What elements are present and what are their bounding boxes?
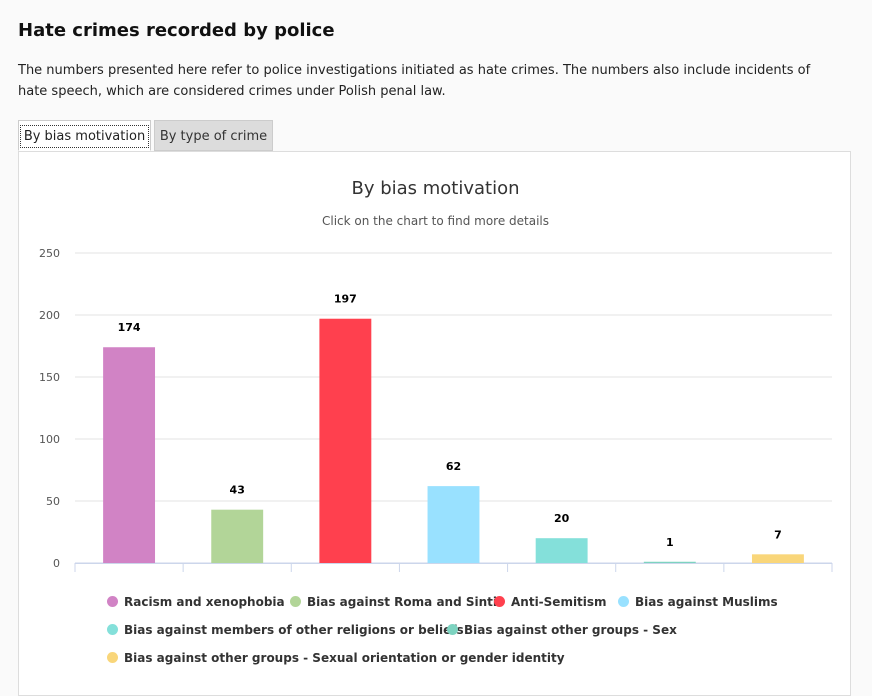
legend-marker	[447, 624, 458, 635]
y-tick-label: 0	[53, 557, 60, 570]
legend-label: Racism and xenophobia	[124, 595, 285, 609]
legend-label: Anti-Semitism	[511, 595, 607, 609]
chart-panel: By bias motivation Click on the chart to…	[18, 151, 851, 696]
y-tick-label: 50	[46, 495, 60, 508]
legend-marker	[290, 596, 301, 607]
data-label: 197	[334, 293, 357, 306]
tab-label: By type of crime	[159, 129, 268, 144]
chart-subtitle: Click on the chart to find more details	[321, 214, 550, 228]
tab-label: By bias motivation	[19, 125, 150, 148]
legend-label: Bias against Roma and Sinti	[307, 595, 497, 609]
bar[interactable]	[427, 486, 480, 563]
legend-item[interactable]: Bias against other groups - Sex	[447, 623, 677, 637]
data-label: 62	[446, 460, 461, 473]
legend-marker	[494, 596, 505, 607]
bar[interactable]	[103, 347, 156, 563]
legend-marker	[107, 652, 118, 663]
tab-by-type-of-crime[interactable]: By type of crime	[154, 120, 273, 151]
y-tick-label: 250	[39, 247, 60, 260]
legend-marker	[107, 596, 118, 607]
legend-item[interactable]: Bias against other groups - Sexual orien…	[107, 651, 565, 665]
bar[interactable]	[211, 509, 264, 563]
legend-marker	[618, 596, 629, 607]
page-title: Hate crimes recorded by police	[18, 20, 335, 41]
legend-label: Bias against members of other religions …	[124, 623, 464, 637]
bar[interactable]	[535, 538, 588, 563]
legend-item[interactable]: Bias against Roma and Sinti	[290, 595, 497, 609]
y-tick-label: 200	[39, 309, 60, 322]
legend-label: Bias against other groups - Sexual orien…	[124, 651, 565, 665]
bar[interactable]	[643, 561, 696, 563]
bar[interactable]	[319, 318, 372, 563]
legend-item[interactable]: Anti-Semitism	[494, 595, 607, 609]
data-label: 7	[774, 528, 782, 541]
y-tick-label: 100	[39, 433, 60, 446]
legend-item[interactable]: Bias against members of other religions …	[107, 623, 464, 637]
legend-marker	[107, 624, 118, 635]
y-tick-label: 150	[39, 371, 60, 384]
chart-title: By bias motivation	[351, 178, 520, 199]
page-description: The numbers presented here refer to poli…	[18, 63, 811, 99]
bar-chart[interactable]: 0 50 100 150 200 250 174 43 197 62 20 1 7	[19, 152, 852, 592]
legend-item[interactable]: Bias against Muslims	[618, 595, 778, 609]
data-label: 20	[554, 512, 570, 525]
legend-label: Bias against other groups - Sex	[464, 623, 677, 637]
data-label: 1	[666, 536, 674, 549]
tab-by-bias-motivation[interactable]: By bias motivation	[18, 120, 151, 151]
bar[interactable]	[751, 554, 804, 563]
data-label: 43	[230, 484, 245, 497]
legend-item[interactable]: Racism and xenophobia	[107, 595, 285, 609]
data-label: 174	[118, 321, 141, 334]
legend-label: Bias against Muslims	[635, 595, 778, 609]
